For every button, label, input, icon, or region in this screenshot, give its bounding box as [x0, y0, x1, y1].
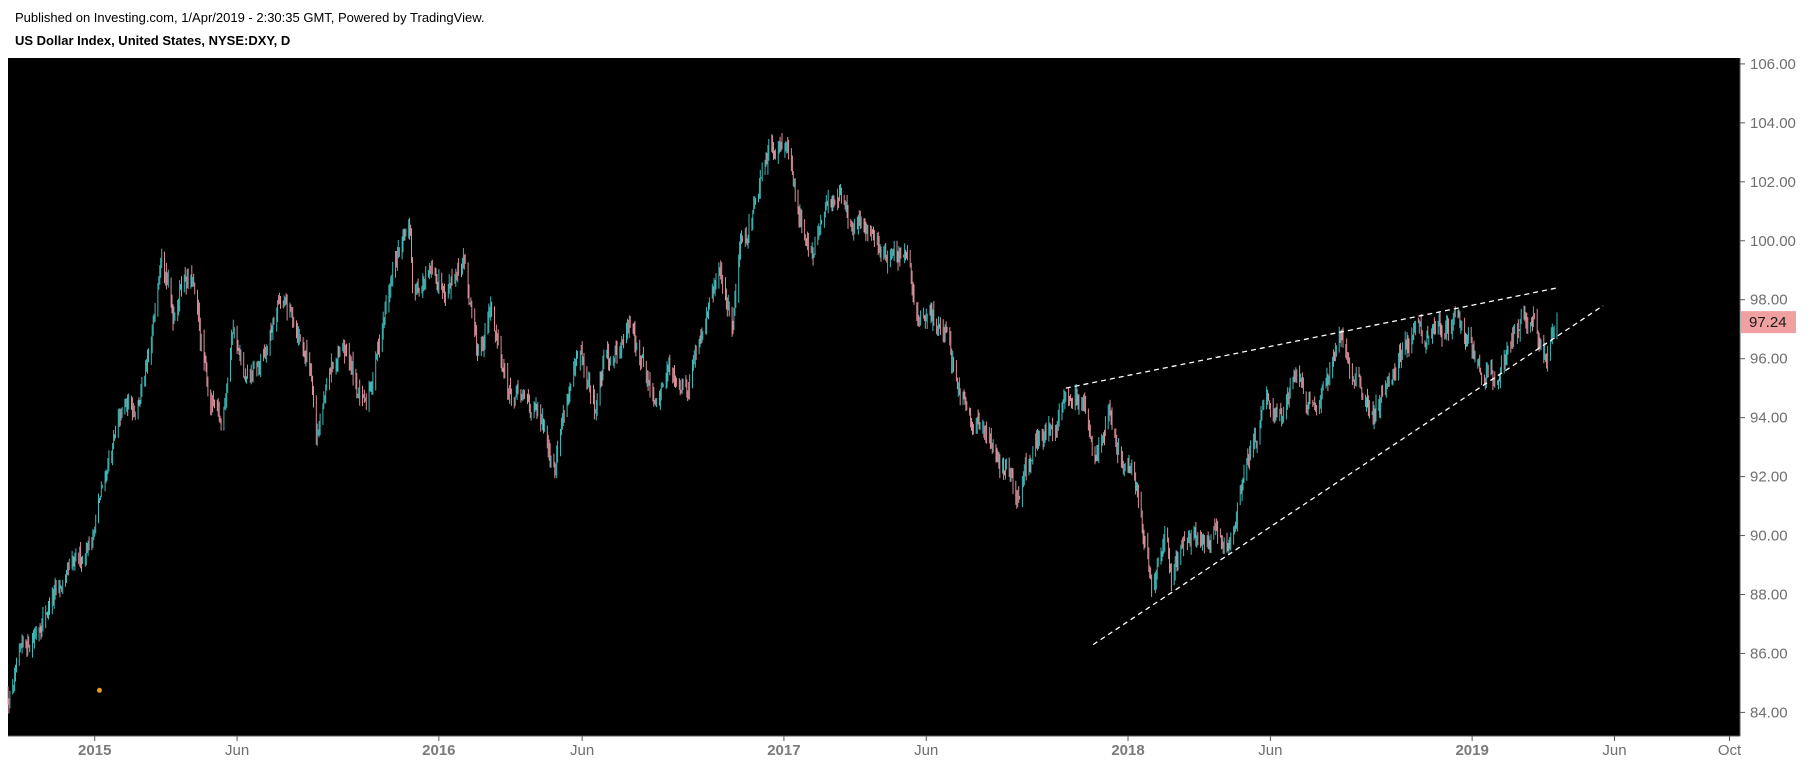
event-marker[interactable] — [96, 687, 102, 693]
x-tick-label: Jun — [1602, 742, 1626, 759]
x-tick-label: 2015 — [78, 742, 111, 759]
x-tick-label: 2017 — [767, 742, 800, 759]
symbol-title: US Dollar Index, United States, NYSE:DXY… — [15, 33, 291, 48]
y-tick-label: 100.00 — [1750, 233, 1796, 250]
trendlines — [96, 287, 1604, 693]
plot-area — [8, 58, 1740, 736]
trendline-lower[interactable] — [1092, 305, 1604, 646]
last-price-badge — [1741, 311, 1796, 334]
axis-labels: 84.00 86.00 88.00 90.00 92.00 94.00 96.00 98.00… — [78, 56, 1796, 759]
x-tick-label: Jun — [914, 742, 938, 759]
x-tick-label: Oct — [1718, 742, 1742, 759]
x-tick-label: Jun — [570, 742, 594, 759]
x-tick-label: 2016 — [422, 742, 455, 759]
y-tick-label: 92.00 — [1750, 469, 1788, 486]
y-tick-label: 94.00 — [1750, 410, 1788, 427]
y-tick-label: 106.00 — [1750, 56, 1796, 73]
x-tick-label: Jun — [1258, 742, 1282, 759]
last-price-marker: 97.24 — [1741, 311, 1796, 334]
y-tick-label: 104.00 — [1750, 115, 1796, 132]
y-tick-label: 102.00 — [1750, 174, 1796, 191]
y-tick-label: 90.00 — [1750, 528, 1788, 545]
axes — [8, 58, 1745, 741]
y-tick-label: 96.00 — [1750, 351, 1788, 368]
y-tick-label: 98.00 — [1750, 292, 1788, 309]
y-tick-label: 86.00 — [1750, 645, 1788, 662]
chart-header: Published on Investing.com, 1/Apr/2019 -… — [0, 0, 1813, 58]
trendline-upper[interactable] — [1065, 287, 1558, 389]
y-tick-label: 84.00 — [1750, 704, 1788, 721]
published-info: Published on Investing.com, 1/Apr/2019 -… — [15, 10, 485, 25]
x-tick-label: 2019 — [1455, 742, 1488, 759]
y-tick-label: 88.00 — [1750, 587, 1788, 604]
x-tick-label: 2018 — [1111, 742, 1144, 759]
candles — [7, 133, 1558, 714]
last-price-label: 97.24 — [1749, 314, 1787, 331]
x-tick-label: Jun — [225, 742, 249, 759]
